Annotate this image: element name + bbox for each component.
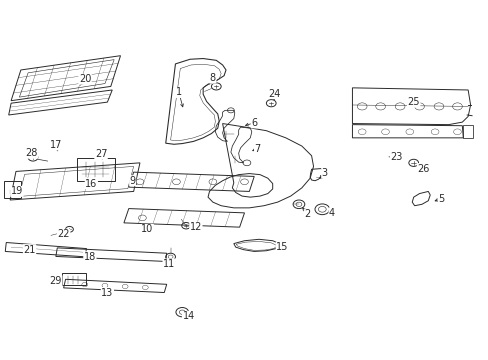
- Text: 10: 10: [141, 224, 153, 234]
- Text: 3: 3: [321, 168, 327, 178]
- Text: 23: 23: [389, 152, 402, 162]
- Text: 27: 27: [95, 149, 107, 159]
- Text: 8: 8: [209, 73, 216, 83]
- Text: 4: 4: [328, 208, 334, 218]
- Text: 13: 13: [101, 288, 113, 297]
- Text: 29: 29: [50, 276, 62, 286]
- Text: 9: 9: [129, 176, 136, 186]
- Text: 28: 28: [25, 148, 38, 158]
- Text: 19: 19: [11, 186, 23, 197]
- Text: 11: 11: [163, 259, 175, 269]
- Text: 20: 20: [79, 74, 91, 84]
- Text: 6: 6: [251, 118, 257, 128]
- Text: 2: 2: [304, 209, 310, 219]
- Text: 16: 16: [85, 179, 97, 189]
- Text: 21: 21: [23, 245, 36, 255]
- Text: 12: 12: [189, 222, 202, 232]
- Text: 14: 14: [182, 311, 194, 321]
- Text: 22: 22: [57, 229, 70, 239]
- Text: 15: 15: [276, 242, 288, 252]
- Text: 17: 17: [50, 140, 62, 150]
- Text: 25: 25: [407, 97, 419, 107]
- Text: 24: 24: [268, 89, 280, 99]
- Text: 18: 18: [83, 252, 96, 262]
- Text: 5: 5: [437, 194, 444, 203]
- Text: 7: 7: [254, 144, 260, 154]
- Text: 1: 1: [176, 87, 182, 98]
- Text: 26: 26: [416, 163, 429, 174]
